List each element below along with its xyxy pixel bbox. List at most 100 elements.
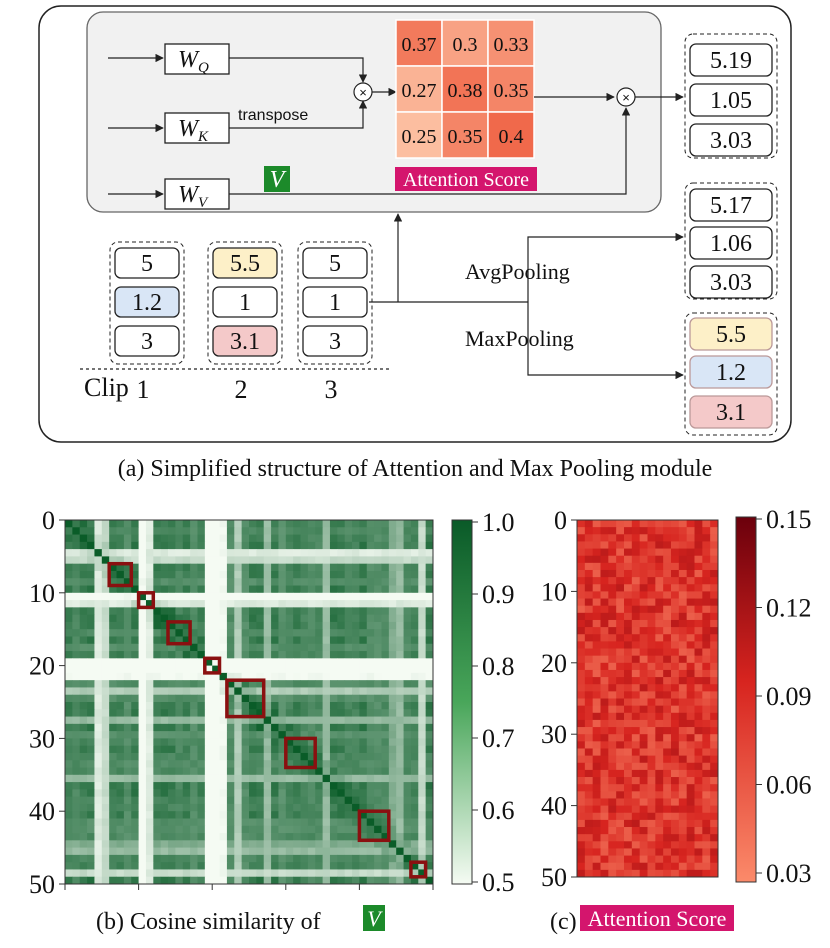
heatmap-cell [145, 643, 154, 652]
heatmap-cell [655, 784, 664, 792]
heatmap-cell [344, 760, 353, 768]
heatmap-cell [686, 712, 695, 721]
heatmap-cell [234, 731, 243, 739]
heatmap-cell [79, 680, 88, 688]
heatmap-cell [168, 570, 176, 579]
heatmap-cell [388, 738, 397, 747]
heatmap-cell [307, 818, 316, 827]
heatmap-cell [608, 784, 617, 792]
heatmap-cell [219, 534, 228, 543]
heatmap-cell [204, 636, 213, 645]
heatmap-cell [263, 825, 272, 834]
heatmap-cell [337, 847, 346, 856]
heatmap-cell [175, 694, 184, 703]
heatmap-cell [710, 577, 719, 585]
heatmap-cell [647, 619, 656, 628]
heatmap-cell [366, 556, 375, 565]
heatmap-cell [374, 796, 382, 805]
heatmap-cell [381, 563, 390, 572]
heatmap-cell [116, 803, 125, 812]
heatmap-cell [123, 520, 132, 528]
y-tick-label: 40 [29, 797, 55, 826]
heatmap-cell [584, 577, 594, 585]
heatmap-cell [153, 862, 162, 870]
heatmap-cell [307, 738, 316, 747]
heatmap-cell [359, 527, 368, 535]
heatmap-cell [278, 752, 287, 761]
heatmap-cell [592, 520, 601, 528]
heatmap-cell [608, 577, 617, 585]
heatmap-cell [87, 680, 95, 688]
heatmap-cell [344, 585, 353, 594]
heatmap-cell [256, 796, 265, 805]
heatmap-cell [204, 687, 213, 696]
heatmap-cell [175, 600, 184, 608]
heatmap-cell [710, 805, 719, 814]
heatmap-cell [109, 760, 117, 768]
heatmap-cell [329, 840, 338, 848]
heatmap-cell [182, 774, 191, 783]
heatmap-cell [678, 541, 688, 549]
heatmap-cell [686, 584, 695, 592]
heatmap-cell [278, 767, 287, 776]
heatmap-cell [219, 847, 228, 856]
heatmap-cell [138, 840, 147, 848]
heatmap-cell [329, 854, 338, 863]
heatmap-cell [204, 607, 213, 616]
heatmap-cell [285, 578, 294, 586]
wq-box: WQ [164, 43, 230, 76]
heatmap-cell [577, 591, 586, 599]
heatmap-cell [204, 541, 213, 550]
heatmap-c-frame [576, 519, 719, 878]
heatmap-cell [204, 585, 213, 594]
heatmap-cell [352, 541, 360, 550]
heatmap-cell [72, 520, 81, 528]
heatmap-cell [293, 825, 301, 834]
heatmap-cell [271, 687, 279, 696]
heatmap-cell [624, 648, 633, 657]
heatmap-cell [616, 648, 625, 657]
heatmap-cell [374, 818, 382, 827]
heatmap-cell [366, 658, 375, 666]
heatmap-cell [624, 548, 633, 557]
heatmap-cell [616, 862, 625, 871]
heatmap-cell [352, 629, 360, 637]
heatmap-cell [702, 584, 711, 592]
heatmap-cell [249, 556, 257, 565]
heatmap-cell [388, 833, 397, 841]
heatmap-cell [65, 876, 73, 885]
heatmap-cell [153, 789, 162, 798]
heatmap-cell [639, 698, 648, 707]
heatmap-cell [352, 563, 360, 572]
heatmap-cell [79, 796, 88, 805]
heatmap-cell [145, 614, 154, 623]
heatmap-cell [79, 862, 88, 870]
heatmap-cell [72, 643, 81, 652]
heatmap-cell [300, 549, 309, 557]
heatmap-cell [138, 803, 147, 812]
heatmap-cell [694, 805, 703, 814]
heatmap-cell [153, 774, 162, 783]
heatmap-cell [94, 782, 103, 790]
heatmap-cell [322, 694, 331, 703]
heatmap-cell [168, 789, 176, 798]
heatmap-cell [663, 784, 672, 792]
heatmap-cell [315, 549, 323, 557]
heatmap-cell [403, 854, 412, 863]
heatmap-cell [65, 687, 73, 696]
heatmap-cell [87, 833, 95, 841]
heatmap-cell [388, 527, 397, 535]
heatmap-cell [410, 716, 419, 725]
heatmap-cell [329, 702, 338, 710]
heatmap-cell [577, 727, 586, 735]
heatmap-cell [101, 767, 110, 776]
heatmap-cell [592, 634, 601, 642]
heatmap-cell [388, 745, 397, 754]
heatmap-cell [190, 585, 198, 594]
heatmap-cell [204, 796, 213, 805]
heatmap-cell [388, 621, 397, 630]
heatmap-cell [410, 767, 419, 776]
heatmap-cell [671, 727, 680, 735]
heatmap-cell [145, 803, 154, 812]
heatmap-cell [388, 534, 397, 543]
